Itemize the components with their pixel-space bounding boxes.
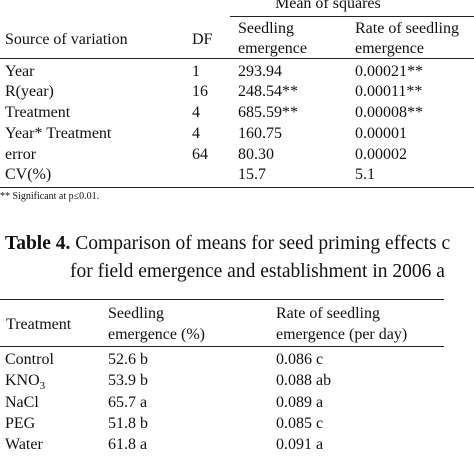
row-source: Treatment [5, 104, 71, 121]
col-seedling-header-2: emergence (%) [108, 326, 205, 343]
anova-bottom-rule [0, 187, 474, 188]
row-rate: 0.086 c [276, 351, 324, 368]
table-4-caption-line-1: Table 4. Comparison of means for seed pr… [5, 234, 450, 254]
row-df: 4 [192, 104, 200, 121]
table-4-caption-text: Comparison of means for seed priming eff… [75, 233, 451, 254]
table-4-label: Table 4. [5, 233, 71, 254]
col-treatment-header: Treatment [6, 316, 72, 333]
row-df: 4 [192, 125, 200, 142]
row-source: Year* Treatment [5, 125, 112, 142]
anova-header-rule [0, 58, 474, 59]
subscript-three: 3 [39, 380, 46, 393]
col-seedling-header-1: Seedling [238, 20, 294, 37]
row-rate: 0.00002 [355, 146, 407, 163]
row-seedling: 80.30 [238, 146, 274, 163]
row-seedling: 160.75 [238, 125, 282, 142]
row-seedling: 51.8 b [108, 415, 148, 432]
row-treatment: PEG [5, 415, 36, 432]
row-treatment: KNO3 [5, 372, 46, 393]
col-seedling-header-1: Seedling [108, 305, 164, 322]
row-seedling: 53.9 b [108, 372, 148, 389]
mean-of-squares-header: Mean of squares [275, 0, 381, 12]
row-seedling: 685.59** [238, 104, 298, 121]
row-rate: 0.089 a [276, 394, 324, 411]
row-rate: 0.00021** [355, 63, 423, 80]
row-rate: 0.091 a [276, 436, 324, 453]
row-rate: 0.085 c [276, 415, 324, 432]
col-rate-header-2: emergence [355, 40, 424, 57]
col-seedling-header-2: emergence [238, 40, 307, 57]
row-source: error [5, 146, 37, 163]
table-4-caption-line-2: for field emergence and establishment in… [70, 261, 445, 282]
row-treatment: Water [5, 436, 43, 453]
row-df: 1 [192, 63, 200, 80]
row-rate: 0.00008** [355, 104, 423, 121]
row-rate: 0.088 ab [276, 372, 332, 389]
col-rate-header-1: Rate of seedling [276, 305, 380, 322]
col-df-header: DF [192, 31, 213, 48]
row-seedling: 52.6 b [108, 351, 148, 368]
mean-of-squares-rule [230, 16, 474, 17]
row-source: Year [5, 63, 35, 80]
anova-footnote: ** Significant at p≤0.01. [0, 191, 100, 202]
row-seedling: 15.7 [238, 166, 266, 183]
row-rate: 0.00011** [355, 83, 423, 100]
row-source: R(year) [5, 83, 54, 100]
row-seedling: 293.94 [238, 63, 282, 80]
row-seedling: 61.8 a [108, 436, 148, 453]
col-rate-header-1: Rate of seedling [355, 20, 459, 37]
row-rate: 0.00001 [355, 125, 407, 142]
row-treatment: NaCl [5, 394, 39, 411]
row-df: 64 [192, 146, 208, 163]
row-treatment: Control [5, 351, 54, 368]
row-rate: 5.1 [355, 166, 375, 183]
row-seedling: 248.54** [238, 83, 298, 100]
row-source: CV(%) [5, 166, 52, 183]
col-source-header: Source of variation [5, 31, 128, 48]
row-df: 16 [192, 83, 208, 100]
table-4-top-rule [0, 299, 444, 300]
row-seedling: 65.7 a [108, 394, 148, 411]
col-rate-header-2: emergence (per day) [276, 326, 408, 343]
table-4-header-rule [0, 346, 444, 347]
